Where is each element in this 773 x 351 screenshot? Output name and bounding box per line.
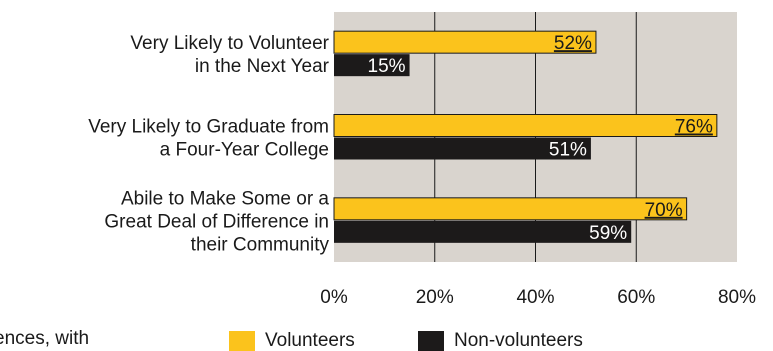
bar-value-label: 59%: [589, 223, 627, 244]
category-label: in the Next Year: [195, 56, 330, 77]
category-label: Great Deal of Difference in: [104, 211, 329, 232]
bar-non-volunteers: [334, 137, 591, 160]
bar-volunteers: [333, 114, 718, 137]
bars: [333, 30, 718, 243]
category-label: a Four-Year College: [160, 140, 329, 161]
legend-label: Non-volunteers: [454, 330, 583, 351]
bar-value-label: 76%: [675, 117, 713, 138]
bar-labels: 52% 15% 76% 51% 70% 59%: [368, 33, 713, 244]
x-tick-label: 80%: [718, 287, 756, 308]
bar-value-label: 15%: [368, 56, 406, 77]
x-tick-label: 40%: [516, 287, 554, 308]
bar-volunteers: [333, 30, 597, 54]
category-label: Very Likely to Graduate from: [88, 117, 329, 138]
x-tick-label: 20%: [416, 287, 454, 308]
legend-swatch: [418, 331, 444, 351]
x-tick-labels: 0% 20% 40% 60% 80%: [320, 287, 756, 308]
legend-swatch: [229, 331, 255, 351]
cutoff-text: ences, with: [0, 328, 89, 349]
bar-value-label: 51%: [549, 140, 587, 161]
bar-value-label: 52%: [554, 33, 592, 54]
category-label: Abile to Make Some or a: [121, 188, 329, 209]
category-label: their Community: [191, 234, 330, 255]
x-tick-label: 0%: [320, 287, 348, 308]
bar-non-volunteers: [334, 54, 410, 77]
legend: Volunteers Non-volunteers: [229, 330, 583, 351]
x-tick-label: 60%: [617, 287, 655, 308]
bar-volunteers: [333, 197, 688, 221]
bar-non-volunteers: [334, 220, 632, 243]
legend-label: Volunteers: [265, 330, 355, 351]
bar-value-label: 70%: [645, 200, 683, 221]
category-label: Very Likely to Volunteer: [130, 33, 329, 54]
